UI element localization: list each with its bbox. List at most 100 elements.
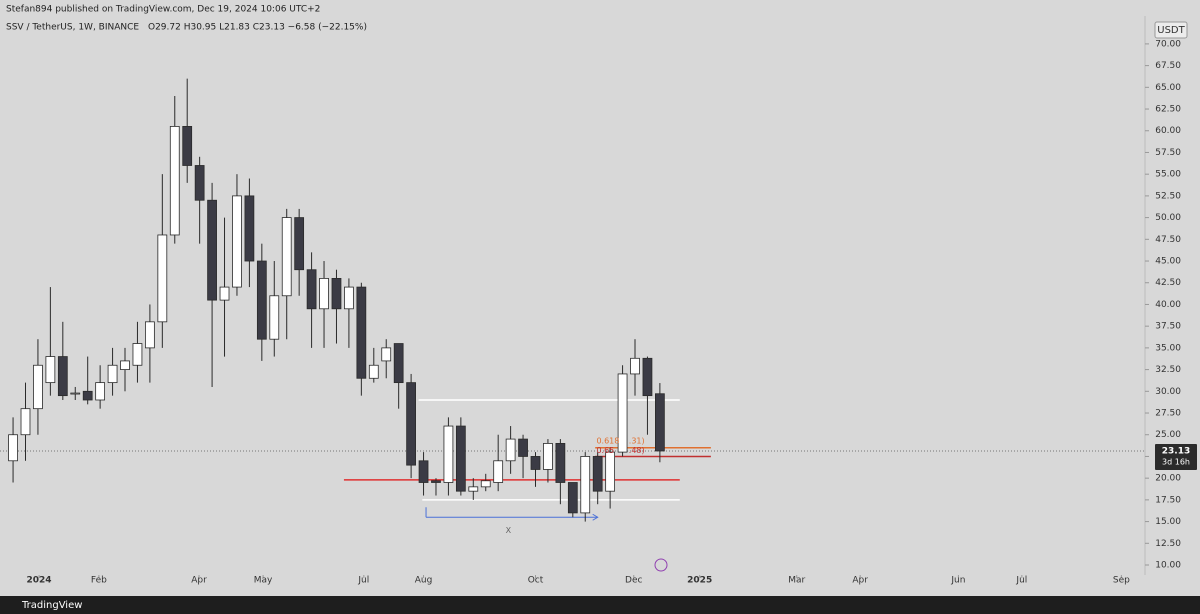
candle-body	[455, 425, 466, 492]
x-tick-label: Oct	[528, 576, 544, 586]
ohlc-legend: O29.72 H30.95 L21.83 C23.13 −6.58 (−22.1…	[148, 23, 367, 33]
candle-body	[655, 393, 665, 452]
y-tick-label: 42.50	[1155, 278, 1181, 288]
candle-body	[82, 390, 93, 401]
publisher: Stefan894 published on TradingView.com, …	[6, 5, 320, 15]
candle-body	[505, 438, 516, 462]
candle-body	[319, 277, 329, 310]
y-tick-label: 37.50	[1155, 322, 1181, 332]
candle-body	[555, 443, 566, 483]
x-tick-label: Jun	[950, 576, 965, 586]
candle-body	[256, 260, 267, 340]
x-tick-label: Dec	[625, 576, 642, 586]
candle-body	[381, 347, 392, 362]
y-tick-label: 32.50	[1155, 365, 1181, 375]
candle-body	[306, 269, 317, 310]
candle-body	[132, 343, 143, 366]
y-tick-label: 52.50	[1155, 191, 1181, 201]
candle-body	[605, 451, 616, 492]
event-icon	[654, 558, 668, 572]
y-tick-label: 15.00	[1155, 517, 1181, 527]
candle-body	[480, 480, 491, 488]
candle-body	[431, 480, 441, 483]
candle-body	[269, 295, 280, 340]
candle-body	[567, 482, 578, 514]
candle-body	[45, 356, 56, 384]
x-tick-label: Apr	[852, 576, 868, 586]
countdown: 3d 16h	[1162, 457, 1190, 466]
y-tick-label: 27.50	[1155, 409, 1181, 419]
footer-logo: TradingView	[21, 600, 82, 611]
y-tick-label: 12.50	[1155, 539, 1181, 549]
x-tick-label: 2024	[27, 576, 52, 586]
candle-body	[331, 277, 342, 310]
candle-body	[57, 356, 68, 397]
annotation: X	[506, 526, 512, 535]
x-tick-label: Mar	[788, 576, 805, 586]
candle-body	[530, 456, 541, 470]
candle-body	[443, 425, 454, 483]
x-tick-label: Jul	[357, 576, 369, 586]
y-tick-label: 55.00	[1155, 170, 1181, 180]
x-tick-label: Apr	[191, 576, 207, 586]
candle-body	[344, 286, 354, 310]
y-tick-label: 70.00	[1155, 39, 1181, 49]
y-tick-label: 57.50	[1155, 148, 1181, 158]
annotation: .31)	[629, 436, 645, 445]
candle-body	[580, 456, 591, 514]
candle-body	[368, 364, 379, 379]
chart-title: SSV / TetherUS, 1W, BINANCE	[6, 23, 139, 33]
y-tick-label: 45.00	[1155, 257, 1181, 267]
candle-body	[393, 343, 404, 384]
candle-body	[244, 195, 255, 262]
y-tick-label: 30.00	[1155, 387, 1181, 397]
x-tick-label: May	[254, 576, 273, 586]
y-tick-label: 50.00	[1155, 213, 1181, 223]
candle-body	[642, 357, 653, 397]
candle-body	[543, 443, 553, 470]
candle-body	[70, 392, 81, 395]
y-tick-label: 65.00	[1155, 83, 1181, 93]
y-tick-label: 47.50	[1155, 235, 1181, 245]
y-tick-label: 10.00	[1155, 561, 1181, 571]
annotation: 0.65	[596, 446, 614, 455]
price-label: 23.13	[1162, 446, 1190, 456]
candle-body	[219, 286, 230, 301]
candle-body	[518, 438, 528, 457]
y-tick-label: 20.00	[1155, 474, 1181, 484]
x-tick-label: Feb	[91, 576, 107, 586]
y-tick-label: 17.50	[1155, 495, 1181, 505]
candle-body	[20, 408, 31, 436]
candle-body	[468, 486, 479, 492]
candle-body	[120, 360, 130, 370]
candle-body	[493, 460, 504, 483]
candle-body	[169, 126, 180, 236]
x-tick-label: Jul	[1015, 576, 1027, 586]
candle-body	[617, 373, 628, 453]
x-tick-label: Sep	[1113, 576, 1130, 586]
y-tick-label: 35.00	[1155, 343, 1181, 353]
x-tick-label: Aug	[415, 576, 433, 586]
currency: USDT	[1157, 25, 1185, 36]
candle-body	[232, 195, 242, 288]
y-tick-label: 25.00	[1155, 430, 1181, 440]
candle-body	[281, 217, 292, 297]
y-tick-label: 40.00	[1155, 300, 1181, 310]
candle-body	[107, 364, 118, 384]
candle-body	[406, 382, 416, 466]
candle-body	[33, 364, 43, 410]
candle-body	[356, 286, 367, 379]
annotation: .48)	[629, 446, 645, 455]
y-tick-label: 60.00	[1155, 126, 1181, 136]
candle-body	[182, 126, 193, 166]
price-label-box	[1155, 443, 1197, 470]
candle-body	[418, 460, 429, 483]
currency-box	[1154, 21, 1188, 39]
candle-body	[592, 456, 603, 492]
footer	[0, 596, 1200, 614]
candle-body	[157, 234, 168, 323]
candle-body	[95, 382, 106, 401]
